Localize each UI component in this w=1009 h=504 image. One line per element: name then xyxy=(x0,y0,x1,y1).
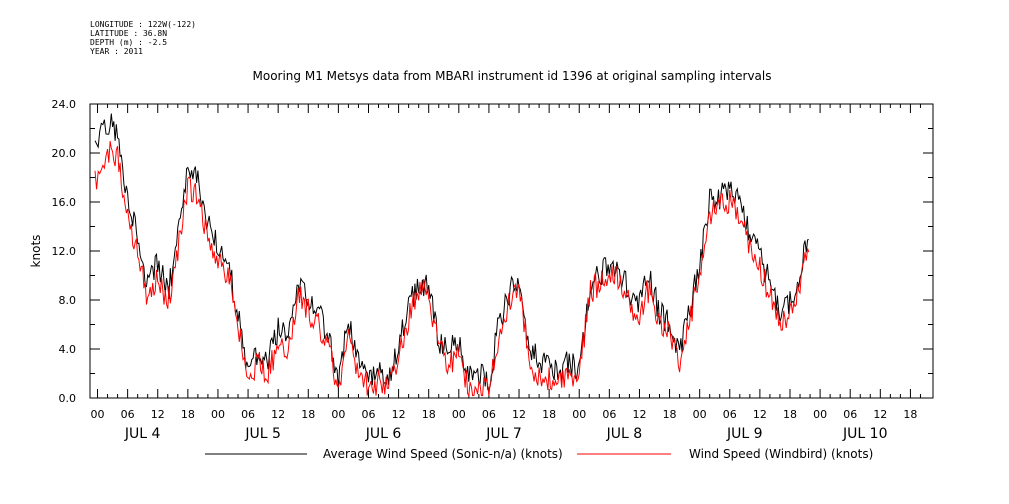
x-tick-label: 12 xyxy=(151,408,165,421)
x-tick-label: 18 xyxy=(301,408,315,421)
year-label: YEAR : 2011 xyxy=(90,47,143,56)
x-day-label: JUL 4 xyxy=(124,426,161,442)
y-tick-label: 0.0 xyxy=(59,392,77,405)
axes: 0.0 4.0 8.0 12.0 16.0 20.0 24.0 00 06 12 18 00 06 12 1… xyxy=(52,98,934,442)
x-tick-label: 18 xyxy=(422,408,436,421)
x-tick-label: 00 xyxy=(572,408,586,421)
series-line-sonic xyxy=(94,113,809,391)
x-day-label: JUL 6 xyxy=(365,426,402,442)
x-tick-label: 06 xyxy=(843,408,857,421)
x-tick-label: 06 xyxy=(121,408,135,421)
station-metadata: LONGITUDE : 122W(-122) LATITUDE : 36.8N … xyxy=(90,20,196,56)
x-tick-label: 00 xyxy=(331,408,345,421)
latitude-label: LATITUDE : 36.8N xyxy=(90,29,168,38)
series-layer xyxy=(94,113,810,398)
y-tick-label: 4.0 xyxy=(59,343,77,356)
depth-label: DEPTH (m) : -2.5 xyxy=(90,38,168,47)
x-tick-label: 18 xyxy=(783,408,797,421)
x-tick-label: 06 xyxy=(361,408,375,421)
y-tick-label: 24.0 xyxy=(52,98,77,111)
x-tick-label: 18 xyxy=(542,408,556,421)
y-tick-label: 12.0 xyxy=(52,245,77,258)
x-day-label: JUL 8 xyxy=(606,426,643,442)
x-tick-label: 18 xyxy=(903,408,917,421)
x-tick-label: 18 xyxy=(663,408,677,421)
legend-label-sonic: Average Wind Speed (Sonic-n/a) (knots) xyxy=(323,447,563,461)
x-tick-label: 12 xyxy=(392,408,406,421)
y-axis-label: knots xyxy=(29,235,43,268)
x-tick-label: 06 xyxy=(241,408,255,421)
chart-title: Mooring M1 Metsys data from MBARI instru… xyxy=(253,69,772,83)
x-day-label: JUL 7 xyxy=(485,426,522,442)
y-tick-label: 8.0 xyxy=(59,294,77,307)
x-day-label: JUL 9 xyxy=(726,426,763,442)
series-line-windbird xyxy=(94,141,810,398)
x-tick-label: 12 xyxy=(873,408,887,421)
x-tick-label: 18 xyxy=(181,408,195,421)
x-tick-label: 00 xyxy=(91,408,105,421)
x-tick-label: 06 xyxy=(723,408,737,421)
x-tick-label: 00 xyxy=(211,408,225,421)
x-tick-label: 06 xyxy=(602,408,616,421)
x-day-label: JUL 5 xyxy=(244,426,281,442)
x-tick-label: 00 xyxy=(813,408,827,421)
longitude-label: LONGITUDE : 122W(-122) xyxy=(90,20,196,29)
x-tick-label: 12 xyxy=(512,408,526,421)
x-tick-label: 00 xyxy=(693,408,707,421)
legend: Average Wind Speed (Sonic-n/a) (knots) W… xyxy=(205,447,873,461)
x-day-label: JUL 10 xyxy=(842,426,887,442)
y-tick-label: 16.0 xyxy=(52,196,77,209)
x-tick-label: 12 xyxy=(271,408,285,421)
legend-label-windbird: Wind Speed (Windbird) (knots) xyxy=(689,447,873,461)
x-tick-label: 12 xyxy=(753,408,767,421)
x-tick-label: 00 xyxy=(452,408,466,421)
x-tick-label: 12 xyxy=(632,408,646,421)
y-tick-label: 20.0 xyxy=(52,147,77,160)
x-tick-label: 06 xyxy=(482,408,496,421)
